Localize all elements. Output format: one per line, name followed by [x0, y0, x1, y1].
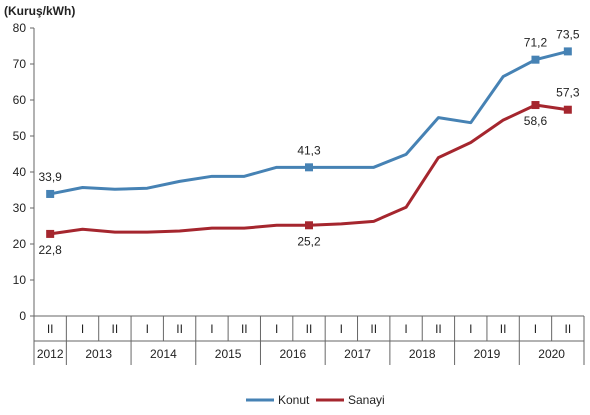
y-tick-label: 0 [19, 309, 26, 323]
series-line-konut [49, 49, 569, 196]
data-point-marker [563, 105, 572, 114]
y-tick-label: 10 [13, 273, 27, 287]
data-point-marker [46, 229, 55, 238]
x-year-label: 2017 [344, 347, 371, 361]
data-label: 73,5 [556, 27, 580, 41]
x-tick-label: II [47, 322, 54, 336]
y-tick-label: 50 [13, 129, 27, 143]
data-point-marker [531, 55, 540, 64]
y-tick-label: 40 [13, 165, 27, 179]
x-tick-label: II [500, 322, 507, 336]
data-point-marker [531, 101, 540, 110]
x-year-label: 2013 [85, 347, 112, 361]
data-point-marker [305, 221, 313, 230]
data-label: 22,8 [38, 243, 62, 257]
data-label: 57,3 [556, 86, 580, 100]
y-tick-label: 80 [13, 21, 27, 35]
legend-label: Konut [278, 393, 310, 407]
x-year-label: 2018 [409, 347, 436, 361]
x-year-label: 2019 [474, 347, 501, 361]
y-tick-label: 20 [13, 237, 27, 251]
x-tick-label: II [241, 322, 248, 336]
series-konut: 33,9 41,3 71,2 73,5 [38, 27, 580, 198]
y-tick-label: 70 [13, 57, 27, 71]
x-year-label: 2014 [150, 347, 177, 361]
x-tick-label: I [210, 322, 213, 336]
x-tick-label: II [564, 322, 571, 336]
y-tick-label: 30 [13, 201, 27, 215]
x-year-label: 2015 [215, 347, 242, 361]
data-label: 33,9 [38, 170, 62, 184]
x-tick-label: II [176, 322, 183, 336]
x-year-label: 2020 [538, 347, 565, 361]
x-tick-label: I [146, 322, 149, 336]
y-tick-label: 60 [13, 93, 27, 107]
data-label: 41,3 [297, 143, 321, 157]
x-tick-label: I [404, 322, 407, 336]
x-tick-label: I [534, 322, 537, 336]
x-year-label: 2016 [279, 347, 306, 361]
x-year-label: 2012 [37, 347, 64, 361]
x-tick-label: II [306, 322, 313, 336]
x-tick-label: II [370, 322, 377, 336]
legend: Konut Sanayi [246, 393, 385, 407]
data-point-marker [46, 189, 55, 198]
x-tick-label: II [435, 322, 442, 336]
y-axis-title: (Kuruş/kWh) [4, 4, 75, 18]
data-point-marker [305, 163, 313, 172]
x-tick-label: I [275, 322, 278, 336]
x-tick-label: II [112, 322, 119, 336]
series-layer: 33,9 41,3 71,2 73,5 22,8 25,2 58,6 57,3 [38, 27, 579, 257]
data-label: 25,2 [297, 234, 321, 248]
data-label: 58,6 [524, 114, 548, 128]
data-point-marker [563, 47, 572, 56]
x-tick-label: I [81, 322, 84, 336]
data-label: 71,2 [524, 36, 548, 50]
x-tick-label: I [340, 322, 343, 336]
legend-label: Sanayi [348, 393, 385, 407]
series-sanayi: 22,8 25,2 58,6 57,3 [38, 86, 579, 257]
x-tick-label: I [469, 322, 472, 336]
